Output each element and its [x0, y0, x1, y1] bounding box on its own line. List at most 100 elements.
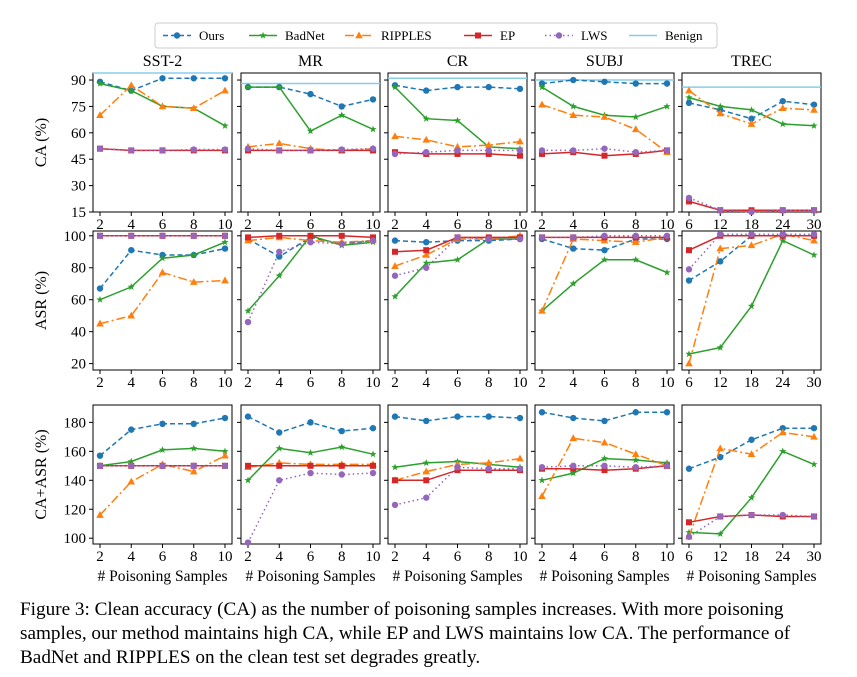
data-point-lws	[128, 462, 135, 470]
data-point-badnet	[96, 79, 104, 87]
series-ripples	[685, 86, 818, 127]
data-point-ripples	[127, 311, 136, 319]
column-title-trec: TREC	[731, 53, 772, 70]
x-tick-label: 10	[366, 375, 381, 391]
data-point-lws	[369, 145, 377, 152]
panel-asr-cr: 2 4 6 8 10	[384, 230, 528, 391]
data-point-ours	[685, 99, 693, 107]
data-point-ripples	[810, 236, 818, 244]
data-point-lws	[748, 208, 755, 216]
y-tick-label: 20	[71, 357, 86, 373]
series-line-lws	[542, 235, 667, 239]
data-point-lws	[276, 248, 283, 255]
data-point-ours	[632, 409, 639, 416]
x-tick-label: 8	[485, 375, 493, 391]
column-title-mr: MR	[298, 53, 323, 70]
data-point-badnet	[275, 271, 283, 279]
data-point-ours	[748, 436, 755, 443]
panel-ca-cr: 2 4 6 8 10	[384, 72, 528, 233]
x-tick-label: 8	[485, 549, 493, 565]
data-point-lws	[307, 147, 314, 154]
data-point-badnet	[810, 460, 818, 468]
series-line-ripples	[247, 236, 374, 243]
data-point-badnet	[810, 251, 818, 258]
data-point-lws	[663, 232, 671, 239]
data-point-ours	[159, 420, 166, 428]
y-tick-label: 60	[71, 126, 86, 142]
data-point-lws	[748, 511, 755, 519]
x-tick-label: 4	[276, 217, 284, 233]
x-axis-label: # Poisoning Samples	[245, 568, 375, 585]
data-point-ep	[539, 150, 545, 157]
data-point-ours	[663, 409, 671, 416]
data-point-badnet	[632, 113, 640, 121]
data-point-ripples	[391, 132, 399, 140]
x-tick-label: 6	[307, 375, 315, 391]
data-point-badnet	[127, 86, 135, 94]
series-line-ours	[688, 235, 814, 282]
x-tick-label: 24	[775, 375, 791, 391]
data-point-ripples	[685, 359, 693, 367]
x-tick-label: 6	[159, 217, 167, 233]
data-point-lws	[244, 145, 252, 152]
data-point-lws	[663, 462, 671, 470]
data-point-ep	[485, 150, 492, 157]
panel-frame	[534, 404, 675, 545]
data-point-lws	[391, 272, 399, 279]
data-point-ripples	[810, 432, 818, 440]
data-point-lws	[779, 207, 786, 214]
column-title-subj: SUBJ	[586, 53, 623, 70]
series-ours	[96, 414, 229, 459]
legend-label-ours: Ours	[199, 28, 224, 43]
data-point-badnet	[569, 102, 577, 110]
data-point-badnet	[663, 102, 671, 110]
data-point-lws	[663, 147, 671, 154]
data-point-ours	[485, 413, 492, 420]
legend-label-benign: Benign	[665, 28, 703, 43]
x-tick-label: 10	[513, 375, 528, 391]
data-point-lws	[717, 513, 724, 520]
y-tick-label: 100	[64, 531, 87, 547]
data-point-ours	[276, 429, 283, 436]
x-tick-label: 6	[685, 217, 693, 233]
data-point-ours	[570, 414, 577, 422]
data-point-badnet	[663, 268, 671, 276]
data-point-ripples	[158, 102, 167, 110]
x-tick-label: 18	[744, 217, 759, 233]
data-point-badnet	[96, 295, 104, 303]
x-tick-label: 10	[218, 549, 233, 565]
legend-entry-badnet: BadNet	[249, 28, 325, 43]
data-point-lws	[307, 238, 314, 246]
data-point-badnet	[422, 114, 430, 122]
panel-ca-trec: 6 12 18 24 30	[678, 72, 822, 233]
legend-marker-lws	[555, 32, 563, 39]
x-tick-label: 24	[775, 217, 791, 233]
data-point-ours	[663, 80, 671, 87]
x-tick-label: 4	[423, 217, 431, 233]
data-point-lws	[159, 147, 166, 154]
data-point-badnet	[569, 279, 577, 287]
x-tick-label: 2	[391, 217, 399, 233]
series-lws	[391, 147, 524, 158]
data-point-badnet	[779, 447, 787, 455]
series-ep	[245, 462, 376, 469]
series-lws	[244, 469, 377, 546]
data-point-ripples	[127, 81, 136, 89]
data-point-ripples	[685, 86, 693, 94]
x-tick-label: 6	[685, 549, 693, 565]
series-ours	[391, 82, 524, 94]
data-point-ripples	[631, 125, 640, 133]
series-line-lws	[394, 466, 520, 506]
x-tick-label: 8	[190, 549, 198, 565]
y-tick-label: 30	[71, 179, 86, 195]
data-point-badnet	[127, 457, 135, 465]
data-point-ours	[632, 80, 639, 87]
data-point-ripples	[221, 86, 229, 94]
data-point-ours	[601, 246, 608, 254]
data-point-lws	[516, 147, 524, 154]
x-tick-label: 6	[159, 549, 167, 565]
data-point-lws	[632, 148, 639, 156]
y-tick-label: 90	[71, 73, 86, 89]
series-ripples	[96, 268, 229, 327]
y-tick-label: 120	[64, 502, 87, 518]
